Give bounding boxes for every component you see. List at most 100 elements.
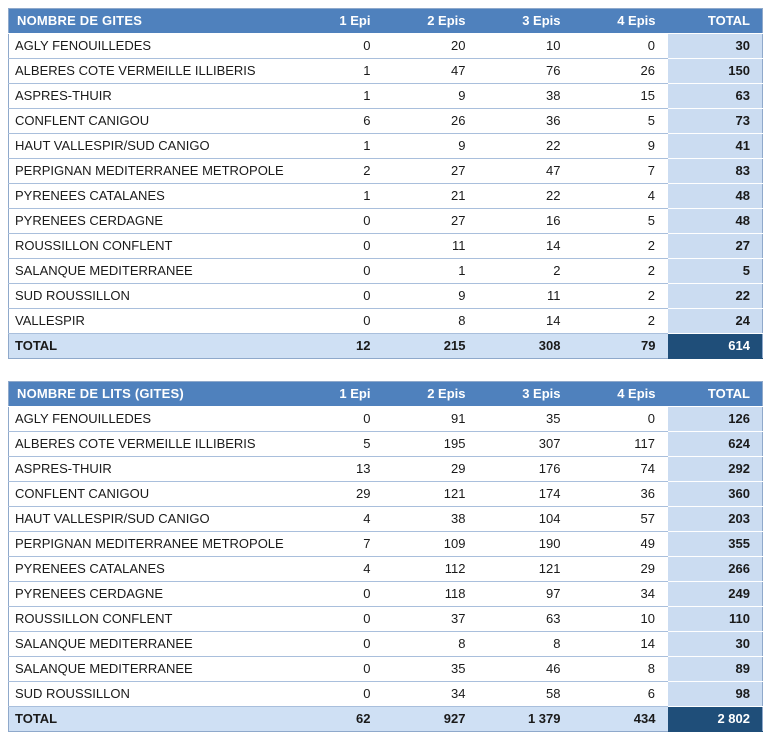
row-total-value: 27 xyxy=(667,233,763,259)
row-label: PYRENEES CERDAGNE xyxy=(8,581,288,607)
row-total-value: 48 xyxy=(667,183,763,209)
table-row: AGLY FENOUILLEDES 0 91 35 0 126 xyxy=(8,406,763,432)
total-row: TOTAL 62 927 1 379 434 2 802 xyxy=(8,706,763,732)
row-label: AGLY FENOUILLEDES xyxy=(8,33,288,59)
row-total-value: 360 xyxy=(667,481,763,507)
data-table-lits: NOMBRE DE LITS (GITES) 1 Epi 2 Epis 3 Epis… xyxy=(8,381,763,732)
cell-value: 174 xyxy=(477,481,573,507)
cell-value: 38 xyxy=(477,83,573,109)
row-label: HAUT VALLESPIR/SUD CANIGO xyxy=(8,506,288,532)
column-header: 1 Epi xyxy=(287,8,383,34)
header-row: NOMBRE DE LITS (GITES) 1 Epi 2 Epis 3 Epis… xyxy=(8,381,763,407)
row-total-value: 5 xyxy=(667,258,763,284)
cell-value: 76 xyxy=(477,58,573,84)
cell-value: 0 xyxy=(287,283,383,309)
row-label: CONFLENT CANIGOU xyxy=(8,481,288,507)
row-label: SUD ROUSSILLON xyxy=(8,283,288,309)
cell-value: 8 xyxy=(382,631,478,657)
row-label: CONFLENT CANIGOU xyxy=(8,108,288,134)
cell-value: 10 xyxy=(572,606,668,632)
cell-value: 10 xyxy=(477,33,573,59)
table-row: SALANQUE MEDITERRANEE 0 35 46 8 89 xyxy=(8,656,763,682)
total-row-label: TOTAL xyxy=(8,333,288,359)
cell-value: 121 xyxy=(382,481,478,507)
cell-value: 36 xyxy=(572,481,668,507)
cell-value: 0 xyxy=(287,681,383,707)
row-label: ASPRES-THUIR xyxy=(8,83,288,109)
table-row: HAUT VALLESPIR/SUD CANIGO 1 9 22 9 41 xyxy=(8,133,763,159)
cell-value: 8 xyxy=(572,656,668,682)
cell-value: 22 xyxy=(477,183,573,209)
cell-value: 46 xyxy=(477,656,573,682)
total-column-value: 434 xyxy=(572,706,668,732)
row-total-value: 126 xyxy=(667,406,763,432)
cell-value: 27 xyxy=(382,208,478,234)
cell-value: 29 xyxy=(572,556,668,582)
cell-value: 0 xyxy=(287,581,383,607)
cell-value: 0 xyxy=(287,631,383,657)
table-title: NOMBRE DE GITES xyxy=(8,8,288,34)
table-row: SUD ROUSSILLON 0 34 58 6 98 xyxy=(8,681,763,707)
cell-value: 2 xyxy=(572,283,668,309)
column-header: 2 Epis xyxy=(382,8,478,34)
table-row: PYRENEES CERDAGNE 0 118 97 34 249 xyxy=(8,581,763,607)
cell-value: 47 xyxy=(477,158,573,184)
table-row: PERPIGNAN MEDITERRANEE METROPOLE 2 27 47 7 83 xyxy=(8,158,763,184)
cell-value: 38 xyxy=(382,506,478,532)
total-column-value: 12 xyxy=(287,333,383,359)
row-total-value: 89 xyxy=(667,656,763,682)
cell-value: 5 xyxy=(287,431,383,457)
cell-value: 2 xyxy=(572,258,668,284)
cell-value: 6 xyxy=(287,108,383,134)
cell-value: 0 xyxy=(572,33,668,59)
table-row: CONFLENT CANIGOU 6 26 36 5 73 xyxy=(8,108,763,134)
row-label: ASPRES-THUIR xyxy=(8,456,288,482)
row-label: ROUSSILLON CONFLENT xyxy=(8,606,288,632)
column-header: 2 Epis xyxy=(382,381,478,407)
cell-value: 8 xyxy=(382,308,478,334)
cell-value: 2 xyxy=(572,233,668,259)
cell-value: 35 xyxy=(477,406,573,432)
cell-value: 176 xyxy=(477,456,573,482)
cell-value: 14 xyxy=(477,308,573,334)
row-label: PYRENEES CATALANES xyxy=(8,183,288,209)
cell-value: 22 xyxy=(477,133,573,159)
cell-value: 0 xyxy=(572,406,668,432)
table-row: SALANQUE MEDITERRANEE 0 1 2 2 5 xyxy=(8,258,763,284)
row-label: VALLESPIR xyxy=(8,308,288,334)
row-total-value: 24 xyxy=(667,308,763,334)
table-nombre-de-lits-gites: NOMBRE DE LITS (GITES) 1 Epi 2 Epis 3 Epis… xyxy=(8,381,763,732)
table-row: SALANQUE MEDITERRANEE 0 8 8 14 30 xyxy=(8,631,763,657)
row-total-value: 266 xyxy=(667,556,763,582)
column-header: 4 Epis xyxy=(572,8,668,34)
cell-value: 36 xyxy=(477,108,573,134)
cell-value: 8 xyxy=(477,631,573,657)
table-row: VALLESPIR 0 8 14 2 24 xyxy=(8,308,763,334)
table-row: AGLY FENOUILLEDES 0 20 10 0 30 xyxy=(8,33,763,59)
row-total-value: 41 xyxy=(667,133,763,159)
table-row: PYRENEES CERDAGNE 0 27 16 5 48 xyxy=(8,208,763,234)
cell-value: 74 xyxy=(572,456,668,482)
table-row: CONFLENT CANIGOU 29 121 174 36 360 xyxy=(8,481,763,507)
cell-value: 9 xyxy=(382,133,478,159)
table-row: SUD ROUSSILLON 0 9 11 2 22 xyxy=(8,283,763,309)
total-column-value: 927 xyxy=(382,706,478,732)
table-row: ASPRES-THUIR 13 29 176 74 292 xyxy=(8,456,763,482)
cell-value: 34 xyxy=(572,581,668,607)
cell-value: 112 xyxy=(382,556,478,582)
table-row: ALBERES COTE VERMEILLE ILLIBERIS 1 47 76 26 1… xyxy=(8,58,763,84)
cell-value: 1 xyxy=(287,183,383,209)
row-total-value: 63 xyxy=(667,83,763,109)
table-row: ROUSSILLON CONFLENT 0 11 14 2 27 xyxy=(8,233,763,259)
cell-value: 9 xyxy=(572,133,668,159)
cell-value: 29 xyxy=(287,481,383,507)
row-label: PYRENEES CATALANES xyxy=(8,556,288,582)
cell-value: 16 xyxy=(477,208,573,234)
cell-value: 1 xyxy=(287,58,383,84)
column-header: 1 Epi xyxy=(287,381,383,407)
total-column-value: 62 xyxy=(287,706,383,732)
row-total-value: 22 xyxy=(667,283,763,309)
column-header: TOTAL xyxy=(667,8,763,34)
row-label: PYRENEES CERDAGNE xyxy=(8,208,288,234)
